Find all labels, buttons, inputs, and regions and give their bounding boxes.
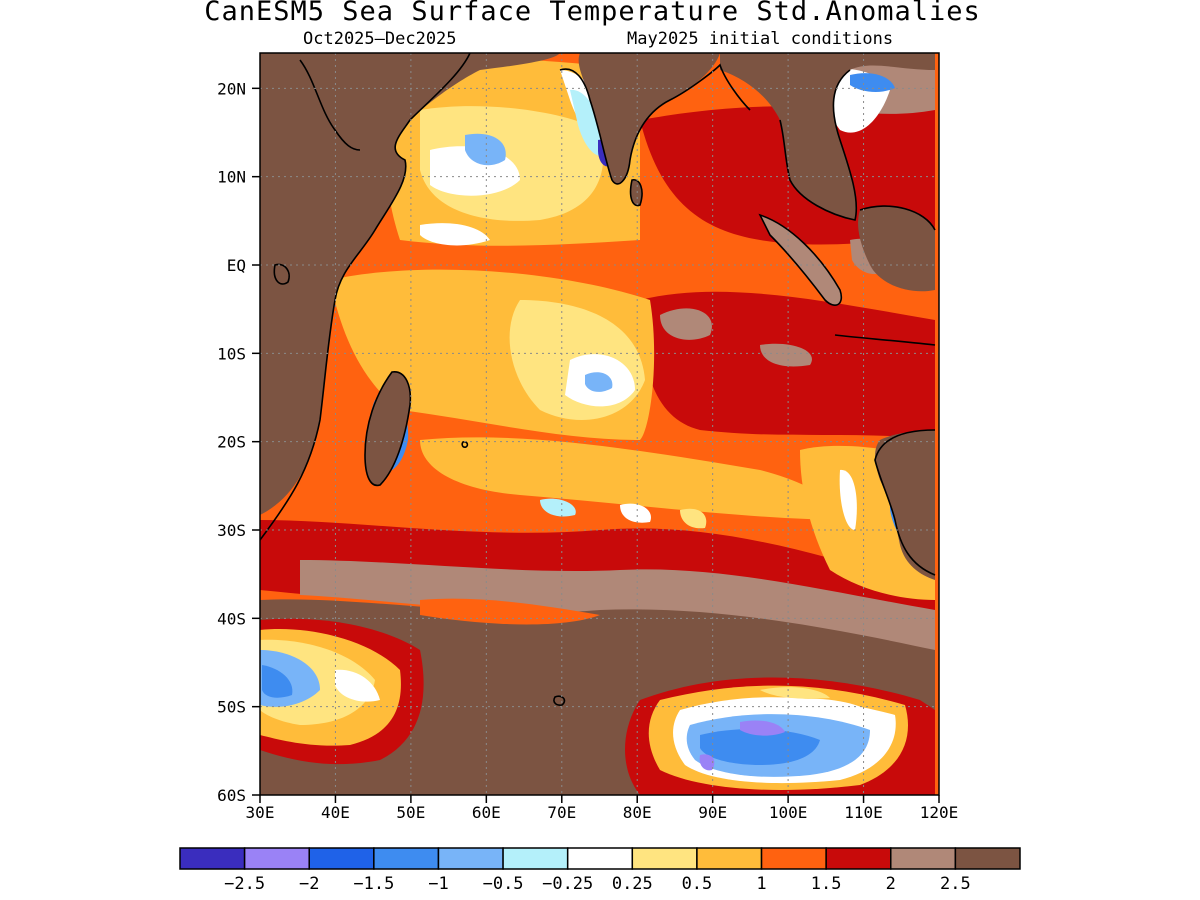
colorbar-label: −1 — [428, 874, 448, 894]
forecast-period: Oct2025–Dec2025 — [303, 29, 457, 49]
colorbar-swatch — [308, 847, 375, 870]
colorbar-label: −1.5 — [353, 874, 394, 894]
longitude-axis: 30E 40E 50E 60E 70E 80E 90E 100E 110E 120E — [246, 795, 959, 822]
lon-tick-label: 100E — [769, 803, 808, 822]
lat-tick-label: 10N — [217, 168, 246, 187]
colorbar-label: −2.5 — [224, 874, 265, 894]
colorbar-label: 0.25 — [612, 874, 653, 894]
map-title: CanESM5 Sea Surface Temperature Std.Anom… — [204, 0, 981, 27]
lat-tick-label: 20S — [217, 433, 246, 452]
colorbar: −2.5 −2 −1.5 −1 −0.5 −0.25 0.25 0.5 1 1.5 2 2.5 — [179, 847, 1021, 894]
latitude-axis: 20N 10N EQ 10S 20S 30S 40S 50S 60S — [217, 79, 260, 805]
colorbar-swatch — [179, 847, 246, 870]
initial-conditions: May2025 initial conditions — [627, 29, 894, 49]
lat-tick-label: EQ — [227, 256, 246, 275]
lon-tick-label: 90E — [698, 803, 727, 822]
colorbar-swatch — [760, 847, 827, 870]
colorbar-swatch — [502, 847, 569, 870]
anomaly-shading — [260, 56, 935, 795]
lon-tick-label: 120E — [920, 803, 959, 822]
colorbar-label: −2 — [299, 874, 319, 894]
colorbar-label: 2.5 — [940, 874, 971, 894]
colorbar-swatch — [890, 847, 957, 870]
lat-tick-label: 20N — [217, 79, 246, 98]
colorbar-label: 0.5 — [682, 874, 713, 894]
colorbar-swatch — [825, 847, 892, 870]
lat-tick-label: 60S — [217, 786, 246, 805]
lon-tick-label: 50E — [396, 803, 425, 822]
colorbar-label: −0.25 — [542, 874, 593, 894]
lat-tick-label: 30S — [217, 521, 246, 540]
lat-tick-label: 40S — [217, 609, 246, 628]
colorbar-swatch — [566, 847, 634, 870]
colorbar-swatch — [243, 847, 310, 870]
colorbar-swatch — [954, 847, 1021, 870]
colorbar-swatch — [696, 847, 763, 870]
lat-lon-grid — [260, 53, 939, 795]
lon-tick-label: 30E — [246, 803, 275, 822]
colorbar-swatch — [631, 847, 698, 870]
lon-tick-label: 110E — [844, 803, 883, 822]
lon-tick-label: 80E — [623, 803, 652, 822]
colorbar-swatch — [437, 847, 504, 870]
colorbar-label: 1 — [756, 874, 766, 894]
lat-tick-label: 50S — [217, 698, 246, 717]
colorbar-label: −0.5 — [483, 874, 524, 894]
lon-tick-label: 40E — [321, 803, 350, 822]
colorbar-label: 1.5 — [811, 874, 842, 894]
colorbar-label: 2 — [886, 874, 896, 894]
colorbar-swatch — [373, 847, 440, 870]
lon-tick-label: 60E — [472, 803, 501, 822]
land-masses — [260, 53, 935, 580]
coastlines — [260, 53, 936, 706]
lat-tick-label: 10S — [217, 344, 246, 363]
map-frame — [259, 52, 940, 796]
lon-tick-label: 70E — [547, 803, 576, 822]
